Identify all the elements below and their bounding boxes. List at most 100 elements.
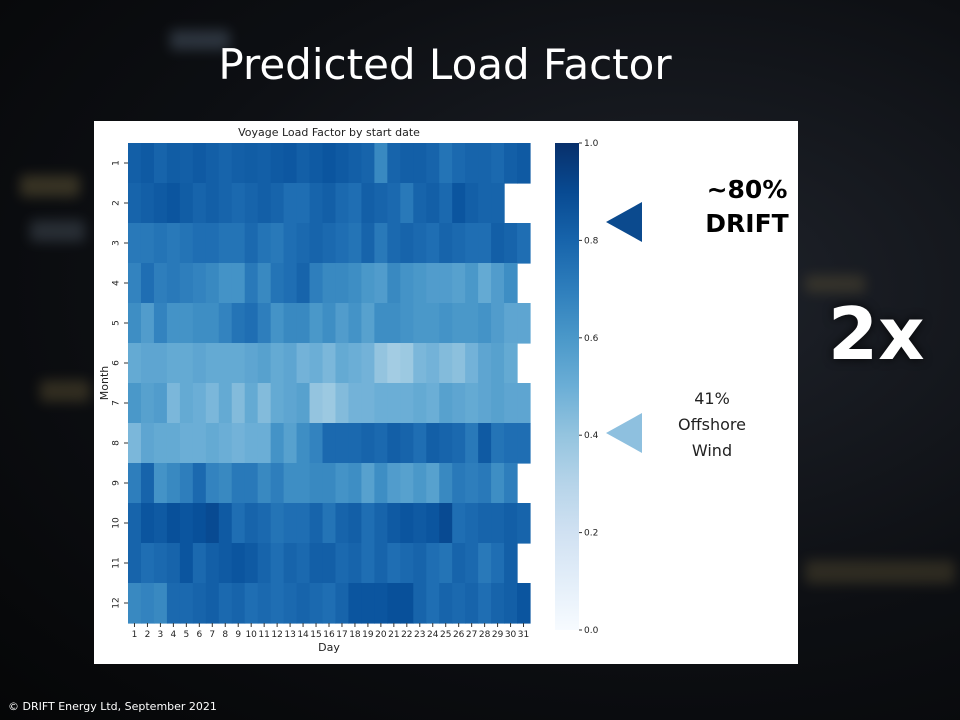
heatmap-cell — [205, 423, 220, 464]
heatmap-cell — [283, 143, 298, 184]
heatmap-cell — [153, 463, 168, 504]
heatmap-cell — [465, 423, 479, 464]
heatmap-cell — [244, 303, 259, 344]
heatmap-cell — [335, 463, 350, 504]
heatmap-cell — [166, 383, 181, 424]
y-tick-label: 5 — [112, 320, 122, 326]
heatmap-cell — [478, 543, 492, 584]
heatmap-cell — [387, 183, 401, 224]
heatmap-cell — [426, 503, 440, 544]
heatmap-cell — [257, 423, 272, 464]
heatmap-cell — [400, 423, 414, 464]
heatmap-cell — [192, 263, 207, 304]
heatmap-cell — [270, 143, 285, 184]
heatmap-cell — [244, 423, 259, 464]
heatmap-cell — [478, 503, 492, 544]
heatmap-cell — [128, 223, 142, 264]
x-tick-label: 29 — [492, 630, 504, 640]
heatmap-cell — [179, 543, 194, 584]
y-tick-label: 12 — [112, 597, 122, 608]
heatmap-cell — [205, 143, 220, 184]
heatmap-cell — [413, 183, 427, 224]
heatmap-cell — [140, 543, 155, 584]
heatmap-cell — [179, 143, 194, 184]
heatmap-cell — [413, 463, 427, 504]
heatmap-cell — [270, 543, 285, 584]
heatmap-cell — [283, 583, 298, 624]
heatmap-cell — [400, 143, 414, 184]
heatmap-cell — [322, 303, 337, 344]
heatmap-cell — [296, 423, 311, 464]
heatmap-cell — [387, 263, 401, 304]
heatmap-cell — [128, 183, 142, 224]
heatmap-cell — [140, 583, 155, 624]
heatmap-cell — [296, 183, 311, 224]
heatmap-cell — [283, 183, 298, 224]
x-tick-label: 4 — [171, 630, 177, 640]
heatmap-cell — [309, 143, 324, 184]
heatmap-cell — [218, 543, 233, 584]
heatmap-cell — [179, 583, 194, 624]
heatmap-cell — [153, 383, 168, 424]
heatmap-cell — [348, 543, 363, 584]
heatmap-cell — [128, 503, 142, 544]
heatmap-cell — [179, 343, 194, 384]
heatmap-cell — [270, 503, 285, 544]
heatmap-cell — [128, 543, 142, 584]
heatmap-cell — [166, 143, 181, 184]
heatmap-cell — [270, 423, 285, 464]
heatmap-cell — [465, 463, 479, 504]
heatmap-cell — [361, 463, 375, 504]
heatmap-cell — [413, 263, 427, 304]
heatmap-cell — [361, 343, 375, 384]
heatmap-cell — [205, 503, 220, 544]
heatmap-cell — [166, 343, 181, 384]
x-tick-label: 23 — [414, 630, 425, 640]
heatmap-cell — [244, 503, 259, 544]
heatmap-cell — [426, 423, 440, 464]
heatmap-cell — [400, 343, 414, 384]
colorbar-tick-label: 0.6 — [584, 334, 599, 344]
heatmap-cell — [153, 503, 168, 544]
heatmap-cell — [179, 383, 194, 424]
heatmap-cell — [478, 183, 492, 224]
background-blur-1 — [170, 30, 230, 50]
heatmap-cell — [140, 303, 155, 344]
heatmap-cell — [504, 143, 518, 184]
x-tick-label: 24 — [427, 630, 439, 640]
heatmap-cell — [322, 223, 337, 264]
heatmap-cell — [179, 463, 194, 504]
heatmap-cell — [309, 223, 324, 264]
heatmap-cell — [140, 423, 155, 464]
heatmap-cell — [244, 183, 259, 224]
heatmap-cell — [335, 303, 350, 344]
y-tick-label: 2 — [112, 200, 122, 206]
y-tick-label: 1 — [112, 160, 122, 166]
heatmap-cell — [478, 263, 492, 304]
heatmap-cell — [322, 343, 337, 384]
heatmap-cell — [387, 343, 401, 384]
heatmap-cell — [218, 143, 233, 184]
heatmap-cell — [374, 583, 388, 624]
heatmap-cell — [231, 543, 246, 584]
heatmap-cell — [517, 223, 531, 264]
wind-label-line1: Offshore — [678, 415, 746, 434]
heatmap-cell — [296, 543, 311, 584]
heatmap-cell — [491, 263, 505, 304]
x-tick-label: 9 — [235, 630, 241, 640]
heatmap-cell — [309, 503, 324, 544]
heatmap-cell — [166, 303, 181, 344]
heatmap-cell — [192, 423, 207, 464]
heatmap-cell — [439, 343, 453, 384]
heatmap-cell — [439, 183, 453, 224]
background-blur-6 — [805, 275, 865, 293]
heatmap-cell — [426, 543, 440, 584]
heatmap-cell — [166, 263, 181, 304]
heatmap-cell — [257, 183, 272, 224]
wind-callout: 41% Offshore Wind — [662, 386, 762, 464]
heatmap-cell — [192, 503, 207, 544]
heatmap-cell — [140, 143, 155, 184]
heatmap-cell — [153, 343, 168, 384]
heatmap-cell — [335, 143, 350, 184]
x-tick-label: 22 — [401, 630, 412, 640]
